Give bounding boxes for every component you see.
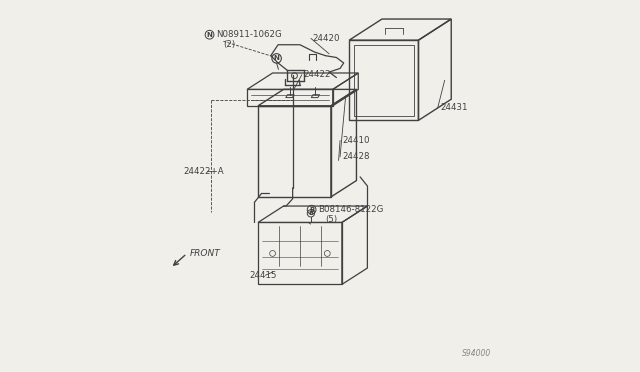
Text: S94000: S94000 [462, 349, 492, 358]
Text: 24420: 24420 [313, 34, 340, 43]
Text: B: B [308, 211, 314, 216]
Text: N08911-1062G: N08911-1062G [216, 30, 282, 39]
Text: (2): (2) [223, 41, 236, 49]
Text: FRONT: FRONT [189, 249, 220, 258]
Text: 24415: 24415 [249, 271, 276, 280]
Text: 24431: 24431 [440, 103, 468, 112]
Text: (5): (5) [326, 215, 337, 224]
Text: 24410: 24410 [342, 136, 369, 145]
Text: N: N [274, 55, 280, 61]
Text: B08146-8122G: B08146-8122G [318, 205, 383, 214]
Text: 24428: 24428 [342, 153, 369, 161]
Text: N: N [207, 32, 212, 38]
Text: 24422: 24422 [303, 70, 331, 79]
Text: 24422+A: 24422+A [183, 167, 224, 176]
Text: B: B [309, 207, 314, 213]
